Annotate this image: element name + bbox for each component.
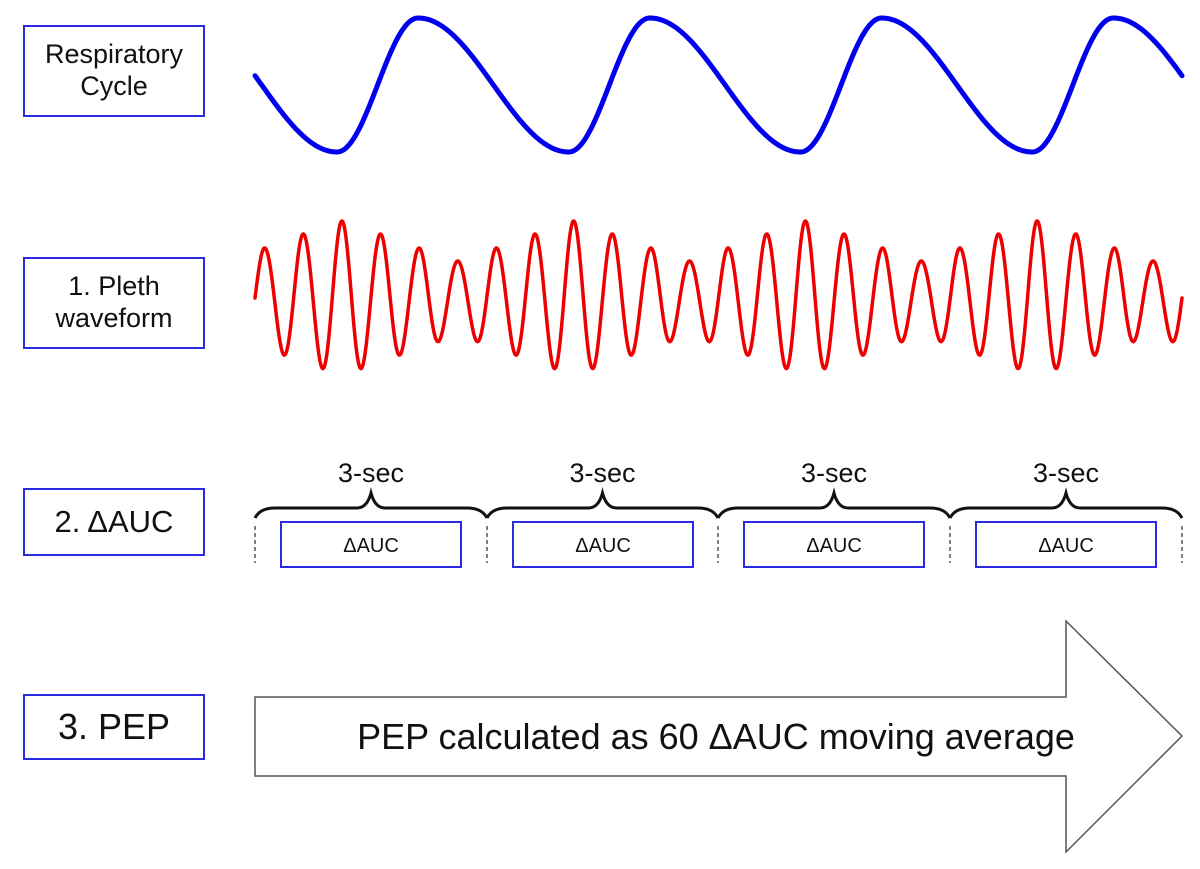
delta-auc-box-label: ΔAUC	[806, 535, 862, 557]
delta-auc-box	[280, 521, 462, 568]
pleth-waveform-label: 1. Pleth waveform	[23, 257, 205, 349]
delta-auc-box	[743, 521, 925, 568]
delta-auc-segments: 3-sec ΔAUC 3-sec ΔAUC 3-sec ΔAUC 3-sec ΔAUC	[253, 458, 1184, 568]
delta-auc-box-label: ΔAUC	[343, 535, 399, 557]
respiratory-label-line2: Cycle	[80, 71, 148, 101]
segment-brace	[253, 487, 489, 519]
delta-auc-box-label: ΔAUC	[575, 535, 631, 557]
respiratory-cycle-label: Respiratory Cycle	[23, 25, 205, 117]
segment-brace	[716, 487, 952, 519]
segment-brace	[485, 487, 720, 519]
pep-arrow: PEP calculated as 60 ΔAUC moving average	[254, 619, 1184, 854]
pleth-waveform	[253, 219, 1184, 371]
pep-label-text: 3. PEP	[57, 705, 171, 747]
pleth-label-line2: waveform	[55, 303, 173, 333]
segment-duration-label: 3-sec	[801, 458, 867, 488]
pleth-label-line1: 1. Pleth	[68, 271, 160, 302]
delta-auc-box	[975, 521, 1157, 568]
segment-duration-label: 3-sec	[569, 458, 635, 488]
delta-auc-box-label: ΔAUC	[1038, 535, 1094, 557]
segment-duration-label: 3-sec	[338, 458, 404, 488]
arrow-shape	[254, 619, 1184, 854]
respiratory-waveform	[252, 15, 1185, 155]
segment-duration-label: 3-sec	[1033, 458, 1099, 488]
delta-auc-box	[512, 521, 694, 568]
segment-brace	[948, 487, 1184, 519]
arrow-text: PEP calculated as 60 ΔAUC moving average	[357, 716, 1075, 757]
delta-auc-label: 2. ΔAUC	[23, 488, 205, 556]
delta-auc-label-text: 2. ΔAUC	[54, 503, 174, 539]
pep-label: 3. PEP	[23, 694, 205, 760]
respiratory-label-line1: Respiratory	[44, 39, 184, 70]
